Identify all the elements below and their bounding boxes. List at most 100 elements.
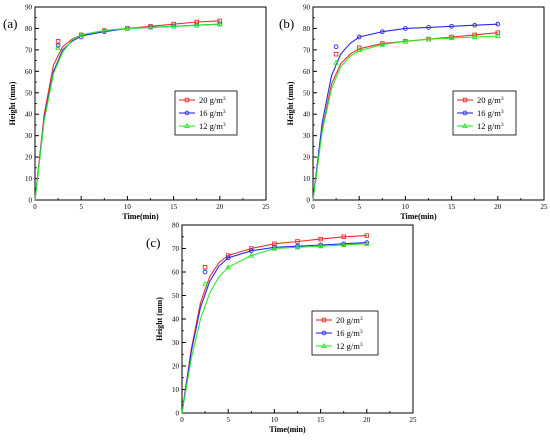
panel-label: (a) [3, 16, 17, 31]
data-point [333, 59, 339, 65]
y-tick-label: 70 [172, 245, 180, 253]
legend-unit-superscript: 3 [223, 109, 226, 115]
data-point [294, 244, 301, 250]
legend-label: 16 g/m3 [477, 108, 504, 118]
x-tick-label: 0 [311, 203, 315, 211]
data-point [425, 36, 432, 42]
series-line [181, 235, 367, 414]
data-point [184, 110, 190, 116]
series-line [181, 243, 367, 414]
data-point [271, 245, 278, 251]
x-tick-label: 15 [170, 203, 178, 211]
y-tick-label: 0 [176, 410, 180, 418]
y-tick-label: 60 [303, 68, 311, 76]
data-point [202, 269, 208, 275]
x-tick-label: 0 [33, 203, 37, 211]
series-line [34, 23, 220, 201]
data-point [124, 25, 131, 31]
y-tick-label: 20 [303, 154, 311, 162]
data-point [78, 31, 85, 37]
y-tick-label: 90 [25, 4, 33, 12]
y-tick-label: 50 [25, 89, 33, 97]
data-point [248, 252, 255, 258]
y-tick-label: 10 [303, 175, 311, 183]
y-tick-label: 40 [172, 316, 180, 324]
y-tick-label: 0 [29, 197, 33, 205]
legend-entry: 12 g/m3 [179, 121, 226, 131]
x-tick-label: 15 [448, 203, 456, 211]
x-tick-label: 25 [263, 203, 271, 211]
data-point [363, 240, 370, 246]
legend-unit-superscript: 3 [223, 122, 226, 128]
data-point [472, 22, 478, 28]
legend-label: 20 g/m3 [336, 315, 363, 325]
data-point [333, 51, 339, 57]
x-tick-label: 10 [271, 416, 279, 424]
legend-label: 16 g/m3 [336, 328, 363, 338]
series-line [312, 35, 498, 201]
chart-panel-3: 0 5 10 15 20 25 0 10 20 30 40 50 60 70 80 Time(min) Heig… [146, 222, 417, 435]
y-tick-label: 10 [172, 386, 180, 394]
y-tick-label: 70 [25, 46, 33, 54]
data-point [341, 234, 346, 239]
data-point [364, 233, 370, 238]
y-tick-label: 80 [303, 25, 311, 33]
x-tick-label: 10 [124, 203, 132, 211]
legend-label: 20 g/m3 [477, 95, 504, 105]
x-tick-label: 20 [363, 416, 371, 424]
data-point [356, 34, 362, 40]
data-point [101, 27, 108, 33]
series-line [312, 23, 498, 201]
series-3 [181, 240, 370, 414]
x-tick-label: 5 [226, 416, 230, 424]
data-point [403, 26, 408, 31]
x-tick-label: 25 [541, 203, 549, 211]
y-tick-label: 40 [303, 111, 311, 119]
x-tick-label: 5 [357, 203, 361, 211]
series-line [312, 32, 498, 201]
legend-entry: 16 g/m3 [179, 108, 226, 118]
y-tick-label: 20 [172, 363, 180, 371]
legend-unit-superscript: 3 [360, 342, 363, 348]
legend: 20 g/m3 16 g/m3 12 g/m3 [174, 90, 238, 136]
legend: 20 g/m3 16 g/m3 12 g/m3 [311, 310, 379, 356]
data-point [318, 236, 323, 242]
legend-unit-superscript: 3 [223, 96, 226, 102]
y-tick-label: 30 [172, 339, 180, 347]
y-axis-label: Height (mm) [155, 297, 164, 341]
series-3 [312, 32, 501, 201]
y-tick-label: 90 [303, 4, 311, 12]
data-point [356, 45, 362, 50]
x-tick-label: 20 [216, 203, 224, 211]
data-point [202, 280, 208, 286]
chart-panel-1: 0 5 10 15 20 25 0 10 20 30 40 50 60 70 80 90 Time(min) He… [3, 4, 270, 222]
y-tick-label: 0 [307, 197, 311, 205]
y-tick-label: 80 [25, 25, 33, 33]
data-point [147, 24, 154, 30]
y-axis-label: Height (mm) [286, 81, 295, 125]
legend-entry: 16 g/m3 [316, 328, 363, 338]
data-point [379, 29, 385, 35]
x-tick-label: 10 [402, 203, 410, 211]
data-point [193, 22, 200, 28]
data-point [471, 33, 478, 40]
legend-unit-superscript: 3 [360, 329, 363, 335]
data-point [225, 255, 231, 261]
legend-unit-superscript: 3 [501, 122, 504, 128]
y-tick-label: 30 [303, 132, 311, 140]
data-point [55, 39, 61, 44]
data-point [225, 264, 232, 270]
data-point [295, 239, 300, 244]
legend-label: 12 g/m3 [336, 341, 363, 351]
data-point [462, 110, 468, 116]
y-tick-label: 20 [25, 154, 33, 162]
panel-label: (b) [279, 16, 294, 31]
panel-label: (c) [146, 235, 160, 250]
x-axis-label: Time(min) [269, 425, 306, 434]
x-tick-label: 25 [410, 416, 418, 424]
y-tick-label: 80 [172, 222, 180, 230]
data-point [55, 43, 61, 48]
data-point [55, 44, 61, 50]
legend-entry: 12 g/m3 [316, 341, 363, 351]
